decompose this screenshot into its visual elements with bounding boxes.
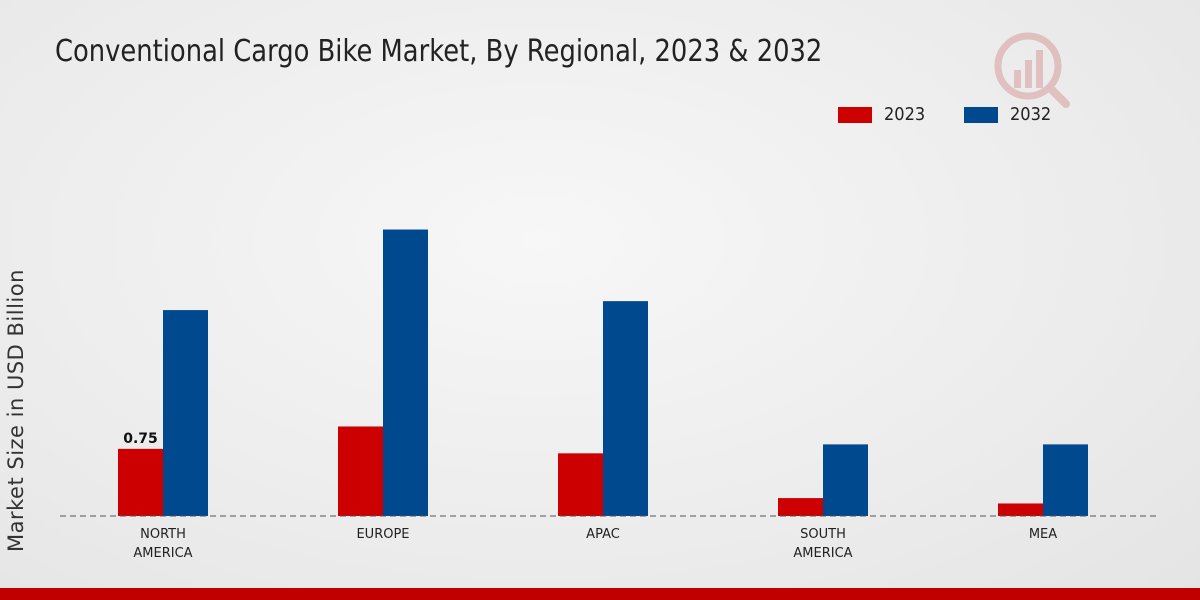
footer-accent-bar: [0, 588, 1200, 600]
bar-2023-mea: [998, 503, 1043, 516]
bar-2023-europe: [338, 426, 383, 516]
bar-2032-apac: [603, 301, 648, 516]
bar-2032-north-america: [163, 310, 208, 516]
x-tick-label-mea: MEA: [1029, 527, 1057, 542]
x-tick-label-south-america: SOUTH AMERICA: [793, 527, 852, 561]
legend-swatch-2023: [838, 106, 872, 123]
bar-2023-south-america: [778, 498, 823, 516]
x-tick-label-europe: EUROPE: [356, 527, 409, 542]
chart-title: Conventional Cargo Bike Market, By Regio…: [55, 34, 823, 69]
x-tick-label-north-america: NORTH AMERICA: [133, 527, 192, 561]
data-label: 0.75: [123, 431, 158, 447]
legend-item-2032: 2032: [963, 104, 1056, 125]
bar-2032-south-america: [823, 444, 868, 516]
legend-swatch-2032: [963, 106, 998, 123]
watermark-logo-icon: [994, 32, 1070, 108]
x-tick-label-apac: APAC: [586, 527, 620, 542]
bar-2023-north-america: [118, 448, 163, 516]
legend-label-2032: 2032: [1009, 104, 1052, 125]
legend-item-2023: 2023: [838, 104, 930, 125]
legend: 2023 2032: [838, 104, 1090, 125]
bar-2032-mea: [1043, 444, 1088, 516]
bar-2023-apac: [558, 453, 603, 516]
bar-2032-europe: [383, 229, 428, 516]
legend-label-2023: 2023: [884, 104, 926, 125]
